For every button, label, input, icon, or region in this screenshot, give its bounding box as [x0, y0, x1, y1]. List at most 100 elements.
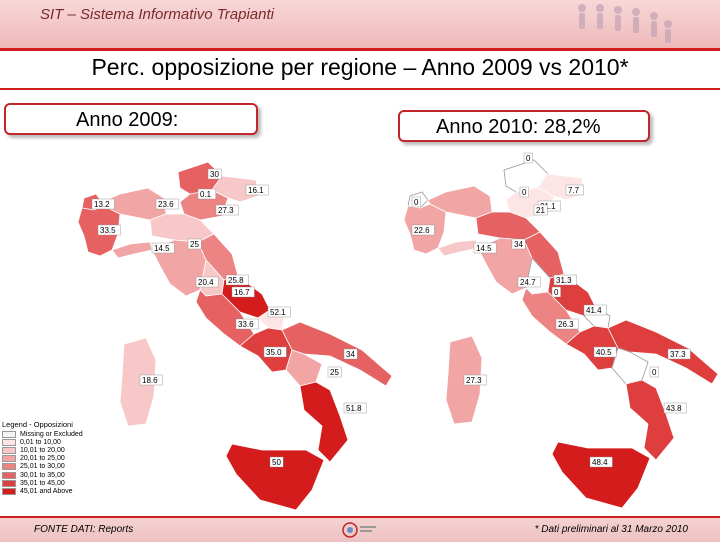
map2009-region-value: 25: [190, 240, 199, 249]
map2009-label-bg: [235, 318, 259, 330]
map2009-label-bg: [151, 242, 175, 254]
legend-item: 10,01 to 20,00: [2, 446, 122, 454]
map2010-label-bg: [523, 152, 533, 164]
year-2010-box: Anno 2010: 28,2%: [398, 110, 650, 142]
map-legend: Legend - Opposizioni Missing or Excluded…: [2, 420, 122, 496]
map2009-label-bg: [231, 286, 255, 298]
legend-item: 35,01 to 45,00: [2, 479, 122, 487]
legend-item: 25,01 to 30,00: [2, 463, 122, 471]
map2009-region-value: 13.2: [94, 200, 110, 209]
map2009-region-value: 50: [272, 458, 281, 467]
map2010-label-bg: [551, 286, 561, 298]
legend-label: 30,01 to 35,00: [20, 471, 65, 479]
legend-swatch: [2, 487, 16, 495]
map2010-region-value: 0: [526, 154, 531, 163]
map2009-region-value: 14.5: [154, 244, 170, 253]
map2009-label-bg: [139, 374, 163, 386]
footer-note: * Dati preliminari al 31 Marzo 2010: [534, 524, 688, 535]
legend-swatch: [2, 446, 16, 454]
map2010-region-value: 27.3: [466, 376, 482, 385]
map2010-label-bg: [565, 184, 584, 196]
footer-source: FONTE DATI: Reports: [34, 524, 134, 535]
map2009-label-bg: [195, 276, 219, 288]
map2009-label-bg: [215, 204, 239, 216]
map2010-label-bg: [667, 348, 691, 360]
map2009-region-value: 34: [346, 350, 355, 359]
map2009-label-bg: [267, 306, 291, 318]
map2009-region-value: 25: [330, 368, 339, 377]
legend-item: 45,01 and Above: [2, 487, 122, 495]
map2010-region-value: 48.4: [592, 458, 608, 467]
legend-swatch: [2, 430, 16, 438]
legend-swatch: [2, 455, 16, 463]
header-title: SIT – Sistema Informativo Trapianti: [40, 6, 274, 23]
italy-map-2010: 0 7.7 0 21.1 0 22.6 21 14.5 34 24.7 31.3 0 41.4 26.3 4…: [403, 152, 719, 509]
legend-label: Missing or Excluded: [20, 430, 83, 438]
legend-label: 45,01 and Above: [20, 487, 73, 495]
map2009-label-bg: [269, 456, 284, 468]
map2010-region-value: 14.5: [476, 244, 492, 253]
map2010-label-bg: [517, 276, 541, 288]
legend-item: 20,01 to 25,00: [2, 455, 122, 463]
legend-label: 20,01 to 25,00: [20, 455, 65, 463]
map2010-label-bg: [463, 374, 487, 386]
map2010-label-bg: [511, 238, 526, 250]
map2010-label-bg: [583, 304, 607, 316]
legend-item: 0,01 to 10,00: [2, 438, 122, 446]
cnt-logo-icon: [342, 522, 376, 538]
slide-title: Perc. opposizione per regione – Anno 200…: [91, 54, 629, 80]
map2010-label-bg: [411, 196, 421, 208]
map2010-label-bg: [593, 346, 617, 358]
map2010-region-value: 43.8: [666, 404, 682, 413]
map2010-label-bg: [553, 274, 577, 286]
map2010-region-value: 24.7: [520, 278, 536, 287]
map2010-region-value: 21: [536, 206, 545, 215]
map2009-label-bg: [327, 366, 342, 378]
legend-label: 10,01 to 20,00: [20, 446, 65, 454]
map2009-label-bg: [343, 348, 358, 360]
map2010-region-value: 0: [652, 368, 657, 377]
map2010-region-value: 40.5: [596, 348, 612, 357]
map2009-label-bg: [155, 198, 179, 210]
map2010-label-bg: [649, 366, 659, 378]
legend-swatch: [2, 438, 16, 446]
legend-swatch: [2, 479, 16, 487]
people-logo-icon: [578, 4, 672, 43]
map2009-label-bg: [225, 274, 249, 286]
map2010-label-bg: [533, 204, 548, 216]
legend-title: Legend - Opposizioni: [2, 420, 73, 429]
map2009-label-bg: [343, 402, 367, 414]
map2010-region-value: 26.3: [558, 320, 574, 329]
map2009-region-value: 33.6: [238, 320, 254, 329]
map2010-region-value: 34: [514, 240, 523, 249]
map2009-label-bg: [263, 346, 287, 358]
legend-swatch: [2, 463, 16, 471]
legend-label: 35,01 to 45,00: [20, 479, 65, 487]
map2010-label-bg: [663, 402, 687, 414]
legend-swatch: [2, 471, 16, 479]
legend-item: Missing or Excluded: [2, 430, 122, 438]
map2010-label-bg: [411, 224, 435, 236]
map2010-region-value: 0: [522, 188, 527, 197]
map2009-label-bg: [207, 168, 222, 180]
map2010-region-value: 41.4: [586, 306, 602, 315]
map2010-region-value: 7.7: [568, 186, 580, 195]
footer-bar: FONTE DATI: Reports * Dati preliminari a…: [0, 516, 720, 542]
map2009-region-value: 16.7: [234, 288, 250, 297]
map2010-label-bg: [555, 318, 579, 330]
map2009-region-value: 27.3: [218, 206, 234, 215]
map2009-label-bg: [245, 184, 269, 196]
map2009-region-value: 0.1: [200, 190, 212, 199]
map2009-region-value: 30: [210, 170, 219, 179]
legend-item: 30,01 to 35,00: [2, 471, 122, 479]
map2010-region-value: 0: [554, 288, 559, 297]
map2009-region-value: 35.0: [266, 348, 282, 357]
map2009-region-value: 20.4: [198, 278, 214, 287]
map2009-region-value: 33.5: [100, 226, 116, 235]
map2010-region-value: 21.1: [540, 202, 556, 211]
map2009-region-value: 51.8: [346, 404, 362, 413]
map2010-region-value: 0: [414, 198, 419, 207]
map2009-label-bg: [187, 238, 202, 250]
map2010-label-bg: [473, 242, 497, 254]
map2009-region-value: 52.1: [270, 308, 286, 317]
